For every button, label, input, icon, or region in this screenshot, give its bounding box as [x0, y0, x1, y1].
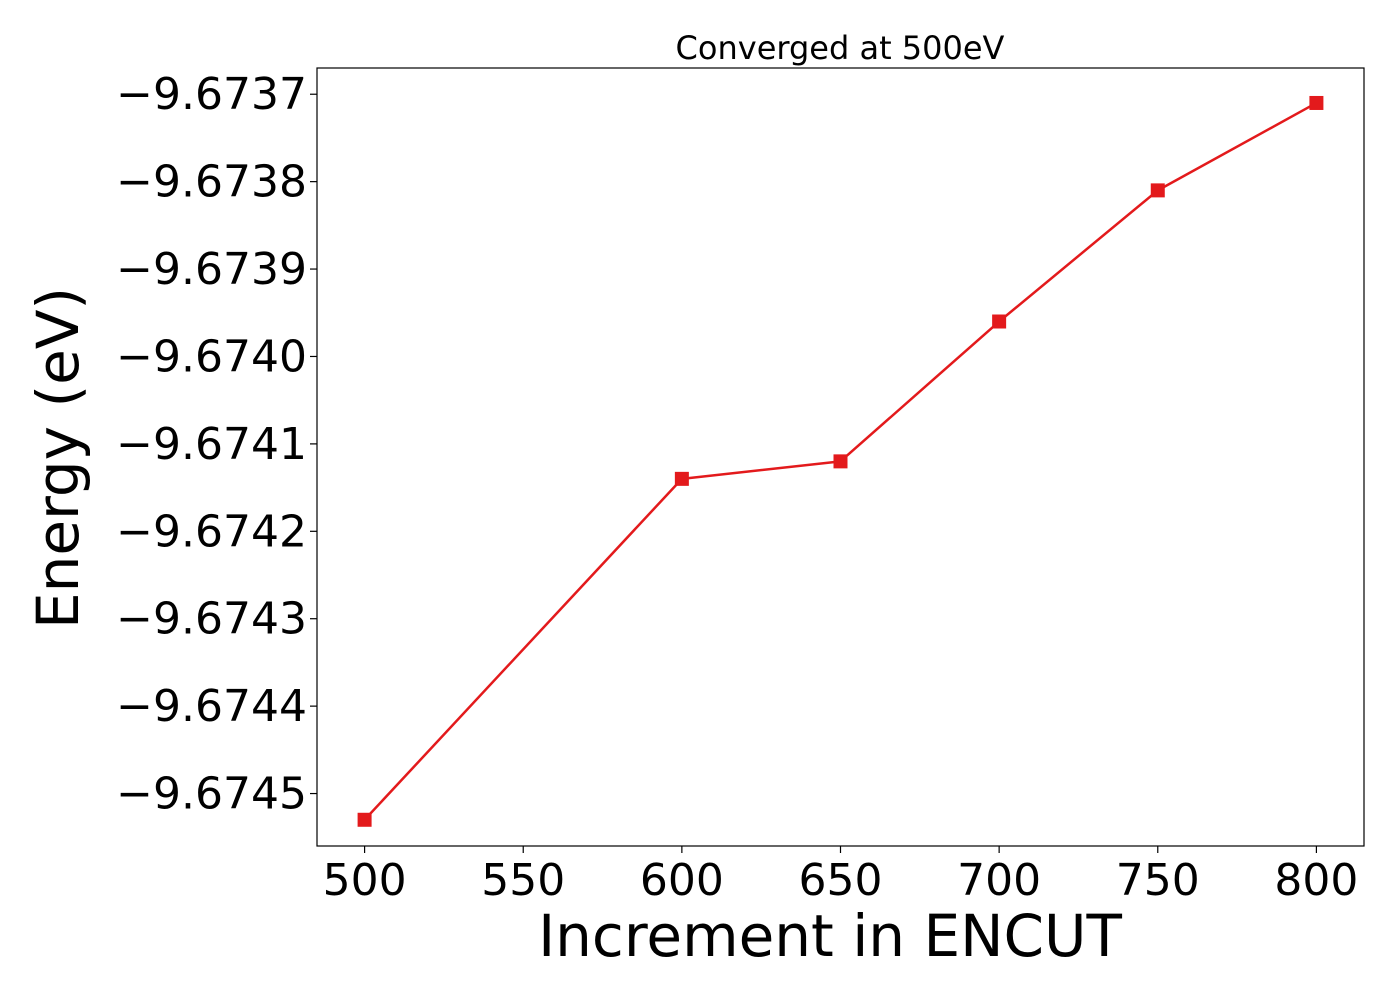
data-point — [674, 471, 689, 486]
x-tick-label: 800 — [1274, 855, 1358, 906]
data-point — [1309, 95, 1324, 110]
series-markers — [357, 95, 1324, 827]
plot-frame — [316, 67, 1365, 847]
data-point — [833, 454, 848, 469]
chart-title: Converged at 500eV — [676, 29, 1005, 67]
y-tick-label: −9.6739 — [116, 244, 307, 295]
y-tick-label: −9.6740 — [116, 331, 307, 382]
x-axis-label: Increment in ENCUT — [538, 902, 1122, 970]
series-line — [363, 101, 1318, 821]
data-point — [992, 314, 1007, 329]
x-tick-label: 600 — [640, 855, 724, 906]
y-tick-label: −9.6742 — [116, 506, 307, 557]
x-tick-label: 750 — [1116, 855, 1200, 906]
y-axis: −9.6745 −9.6744 −9.6743 −9.6742 −9.6741 −9.67… — [116, 69, 317, 820]
data-point — [1150, 183, 1165, 198]
y-tick-label: −9.6741 — [116, 419, 307, 470]
x-tick-label: 700 — [957, 855, 1041, 906]
data-point — [357, 812, 372, 827]
x-axis: 500 550 600 650 700 750 800 — [323, 846, 1358, 906]
y-tick-label: −9.6744 — [116, 681, 307, 732]
y-tick-label: −9.6745 — [116, 769, 307, 820]
y-tick-label: −9.6737 — [116, 69, 307, 120]
y-tick-label: −9.6738 — [116, 157, 307, 208]
x-tick-label: 550 — [481, 855, 565, 906]
y-axis-label: Energy (eV) — [24, 287, 92, 629]
x-tick-label: 500 — [323, 855, 407, 906]
x-tick-label: 650 — [799, 855, 883, 906]
y-tick-label: −9.6743 — [116, 594, 307, 645]
